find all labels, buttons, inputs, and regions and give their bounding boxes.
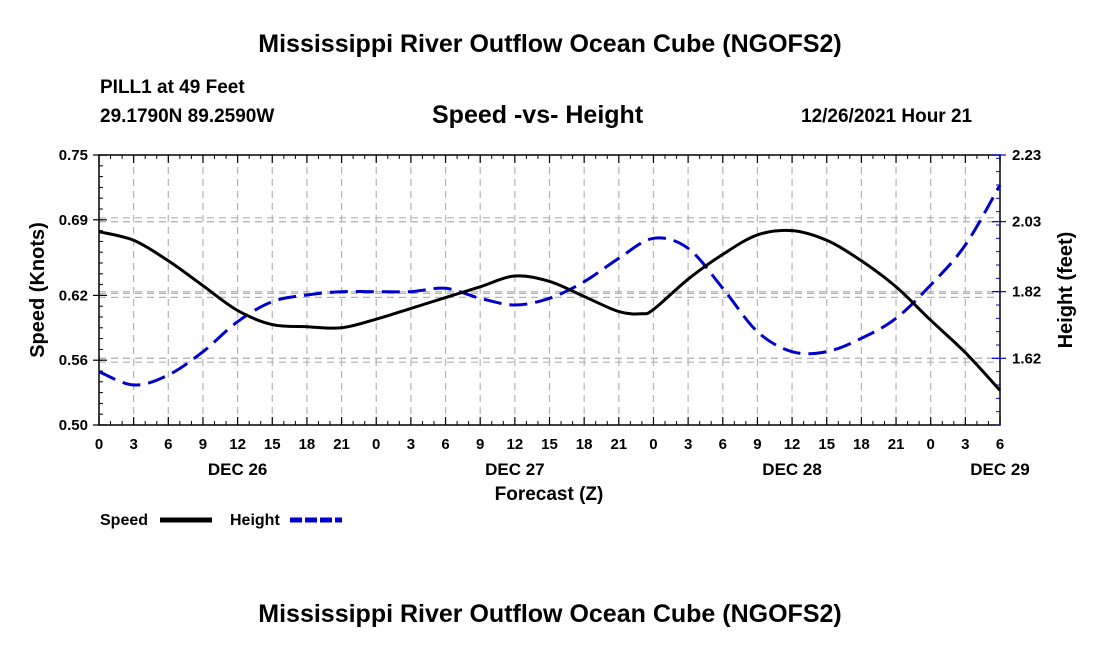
station-coordinates: 29.1790N 89.2590W: [100, 106, 275, 127]
y2-tick-label: 1.62: [1012, 350, 1041, 367]
x-tick-label: 9: [199, 436, 207, 453]
x-tick-label: 18: [853, 436, 870, 453]
page-title-repeat: Mississippi River Outflow Ocean Cube (NG…: [258, 600, 842, 628]
y-axis-label: Speed (Knots): [27, 222, 49, 358]
legend-height-label: Height: [230, 512, 280, 529]
x-tick-label: 0: [649, 436, 657, 453]
station-label: PILL1 at 49 Feet: [100, 77, 245, 98]
grid: [99, 155, 1000, 425]
page-title: Mississippi River Outflow Ocean Cube (NG…: [258, 30, 842, 58]
y2-tick-label: 2.03: [1012, 214, 1041, 231]
x-tick-label: 21: [610, 436, 627, 453]
x-axis-label: Forecast (Z): [495, 484, 604, 505]
x-tick-label: 12: [229, 436, 246, 453]
x-tick-label: 3: [129, 436, 137, 453]
legend: Speed Height: [100, 512, 342, 529]
x-tick-label: 15: [541, 436, 558, 453]
x-tick-label: 3: [407, 436, 415, 453]
x-date-label: DEC 29: [970, 460, 1030, 479]
x-tick-label: 3: [684, 436, 692, 453]
axis-ticks: [93, 154, 1006, 426]
y-tick-label: 0.56: [59, 352, 88, 369]
x-tick-label: 15: [818, 436, 835, 453]
x-tick-label: 0: [372, 436, 380, 453]
forecast-timestamp: 12/26/2021 Hour 21: [801, 106, 973, 127]
x-date-label: DEC 26: [208, 460, 268, 479]
y-tick-label: 0.69: [59, 212, 88, 229]
x-tick-label: 9: [476, 436, 484, 453]
x-tick-label: 6: [996, 436, 1004, 453]
x-tick-label: 12: [784, 436, 801, 453]
y-tick-label: 0.62: [59, 287, 88, 304]
x-tick-label: 0: [95, 436, 103, 453]
x-date-label: DEC 27: [485, 460, 545, 479]
y-tick-label: 0.75: [59, 147, 88, 164]
legend-speed-label: Speed: [100, 512, 148, 529]
x-tick-label: 21: [333, 436, 350, 453]
y2-axis-label: Height (feet): [1055, 232, 1077, 349]
speed-series-line: [98, 228, 1002, 392]
height-series-line: [98, 184, 1002, 387]
x-tick-label: 6: [164, 436, 172, 453]
x-tick-label: 6: [719, 436, 727, 453]
x-tick-label: 0: [927, 436, 935, 453]
x-tick-label: 18: [299, 436, 316, 453]
y2-tick-label: 2.23: [1012, 147, 1041, 164]
x-date-label: DEC 28: [762, 460, 822, 479]
tick-labels: 0 3 6 9 12 15 18 21 0 3 6 9 12 15 18 21 0 3 6 9 12 15 18 21 0 3 6 D…: [59, 147, 1041, 479]
series: [98, 184, 1002, 392]
x-tick-label: 3: [961, 436, 969, 453]
speed-height-chart: 0 3 6 9 12 15 18 21 0 3 6 9 12 15 18 21 0 3 6 9 12 15 18 21 0 3 6 D…: [27, 147, 1077, 529]
x-tick-label: 6: [441, 436, 449, 453]
x-tick-label: 18: [576, 436, 593, 453]
x-tick-label: 9: [753, 436, 761, 453]
y-tick-label: 0.50: [59, 417, 88, 434]
x-tick-label: 15: [264, 436, 281, 453]
chart-title: Speed -vs- Height: [432, 101, 644, 129]
x-tick-label: 21: [888, 436, 905, 453]
y2-tick-label: 1.82: [1012, 284, 1041, 301]
x-tick-label: 12: [507, 436, 524, 453]
